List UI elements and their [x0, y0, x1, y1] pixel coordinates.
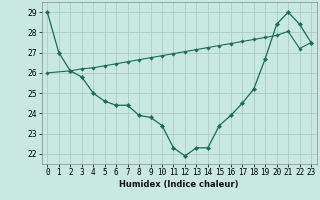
- X-axis label: Humidex (Indice chaleur): Humidex (Indice chaleur): [119, 180, 239, 189]
